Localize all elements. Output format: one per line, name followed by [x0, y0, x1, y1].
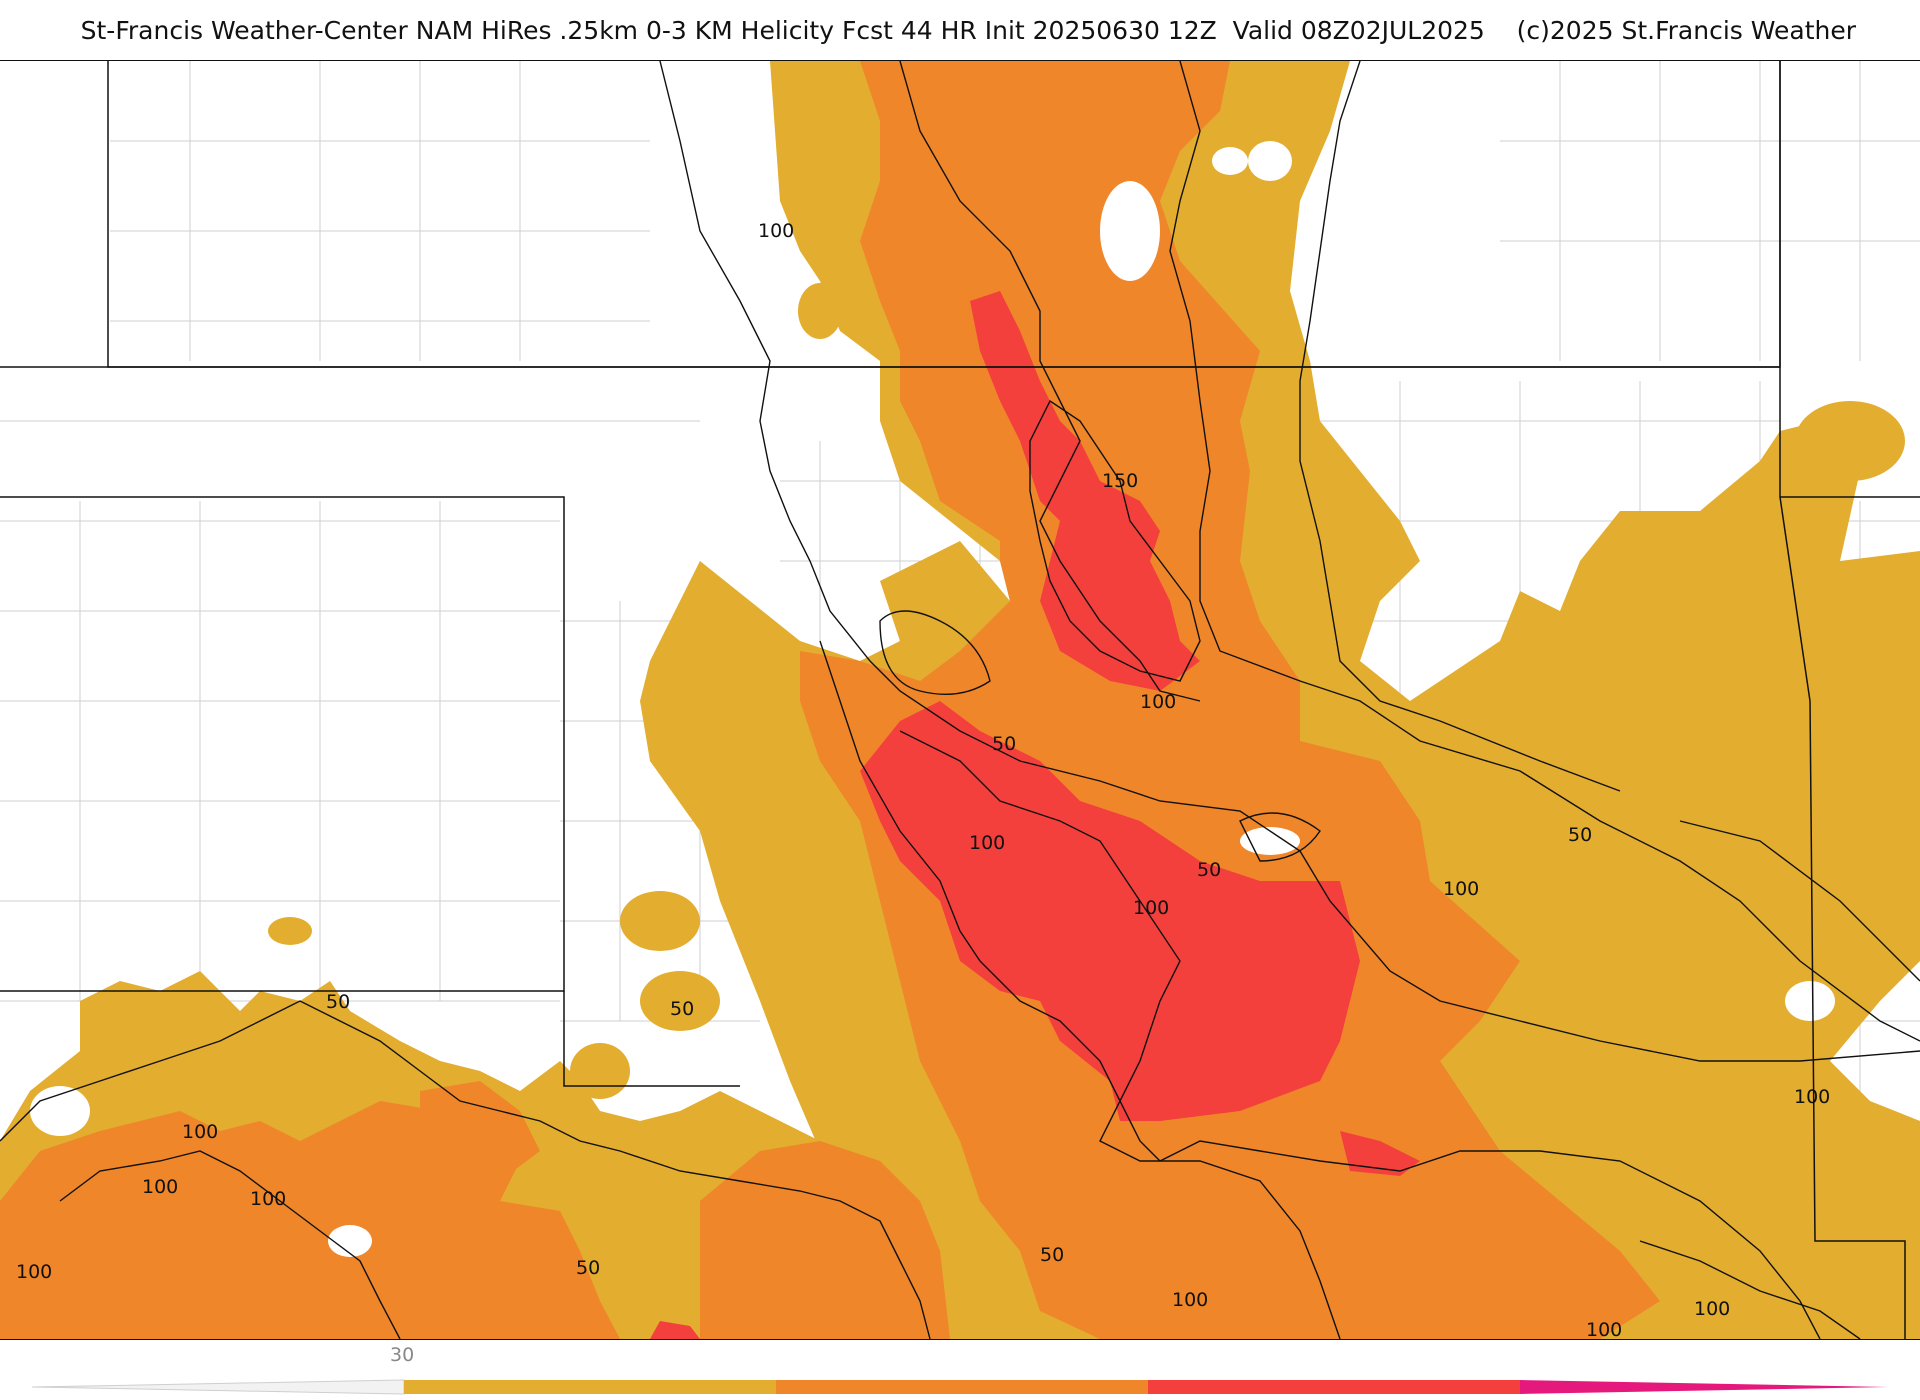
contour-label-100: 100: [969, 832, 1005, 854]
contour-label-100: 100: [1443, 878, 1479, 900]
contour-label-100: 100: [250, 1188, 286, 1210]
contour-lines: [0, 61, 1920, 1339]
contour-label-50: 50: [670, 998, 694, 1020]
color-scale-legend: 30: [0, 1338, 1920, 1400]
contour-label-100: 100: [1694, 1298, 1730, 1320]
contour-label-50: 50: [1568, 824, 1592, 846]
map-title: St-Francis Weather-Center NAM HiRes .25k…: [80, 16, 1856, 45]
contour-label-100: 100: [1172, 1289, 1208, 1311]
state-boundaries: [0, 61, 1920, 1339]
color-scale-bar: [31, 1379, 1888, 1395]
contour-label-100: 100: [142, 1176, 178, 1198]
contour-label-50: 50: [992, 733, 1016, 755]
contour-label-100: 100: [758, 220, 794, 242]
helicity-map: 100 150 100 50 100 50 100 50 100 50 50 1…: [0, 60, 1920, 1340]
legend-tick-label: 30: [390, 1344, 415, 1366]
contour-label-50: 50: [1197, 859, 1221, 881]
legend-band-3: [1148, 1380, 1520, 1394]
contour-label-100: 100: [1586, 1319, 1622, 1339]
contour-label-layer: 100 150 100 50 100 50 100 50 100 50 50 1…: [16, 220, 1830, 1339]
legend-band-2: [776, 1380, 1148, 1394]
contour-label-100: 100: [1133, 897, 1169, 919]
contour-label-50: 50: [326, 991, 350, 1013]
legend-below-range-triangle: [31, 1379, 405, 1395]
contour-label-100: 100: [1140, 691, 1176, 713]
contour-label-100: 100: [182, 1121, 218, 1143]
legend-band-4-triangle: [1520, 1380, 1888, 1394]
contour-label-100: 100: [1794, 1086, 1830, 1108]
contour-label-150: 150: [1102, 470, 1138, 492]
contour-label-50: 50: [1040, 1244, 1064, 1266]
helicity-band-150-200: [650, 291, 1420, 1339]
helicity-gaps: [30, 141, 1835, 1257]
legend-band-1: [404, 1380, 776, 1394]
contour-label-100: 100: [16, 1261, 52, 1283]
contour-label-50: 50: [576, 1257, 600, 1279]
